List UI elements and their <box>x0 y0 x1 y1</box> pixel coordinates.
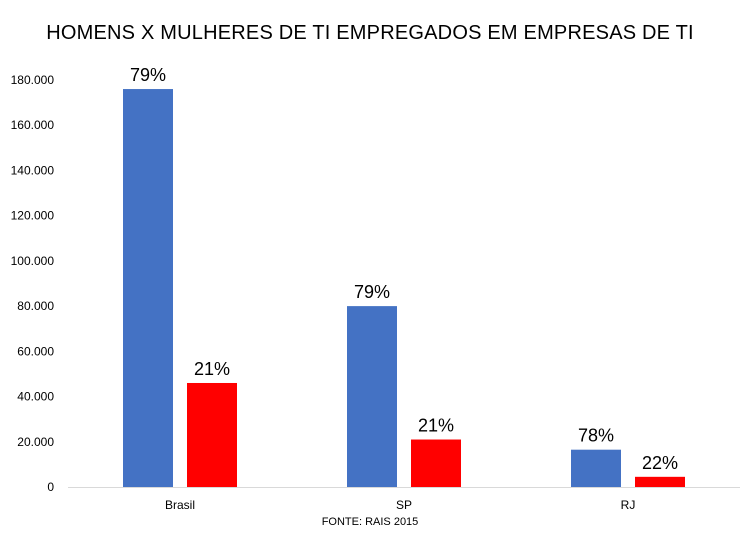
bar-sp-blue <box>347 306 397 487</box>
bar-sp-red <box>411 439 461 487</box>
x-tick-label: RJ <box>621 498 636 512</box>
bar-rj-blue <box>571 449 621 487</box>
chart-source: FONTE: RAIS 2015 <box>321 516 419 528</box>
y-tick-label: 140.000 <box>11 163 55 177</box>
data-label: 21% <box>418 416 454 436</box>
x-tick-label: Brasil <box>165 498 195 512</box>
x-tick-label: SP <box>396 498 412 512</box>
chart-title: HOMENS X MULHERES DE TI EMPREGADOS EM EM… <box>46 22 694 44</box>
y-tick-label: 120.000 <box>11 209 55 223</box>
y-tick-label: 180.000 <box>11 73 55 87</box>
data-label: 22% <box>642 453 678 473</box>
data-label: 79% <box>130 65 166 85</box>
data-label: 21% <box>194 359 230 379</box>
y-tick-label: 40.000 <box>17 390 54 404</box>
y-tick-label: 80.000 <box>17 299 54 313</box>
bar-rj-red <box>635 476 685 487</box>
y-tick-label: 100.000 <box>11 254 55 268</box>
data-label: 78% <box>578 426 614 446</box>
y-tick-label: 60.000 <box>17 344 54 358</box>
y-tick-label: 20.000 <box>17 435 54 449</box>
bar-brasil-red <box>187 382 237 487</box>
bar-brasil-blue <box>123 89 173 488</box>
y-tick-label: 0 <box>47 480 54 494</box>
data-label: 79% <box>354 282 390 302</box>
y-tick-label: 160.000 <box>11 118 55 132</box>
